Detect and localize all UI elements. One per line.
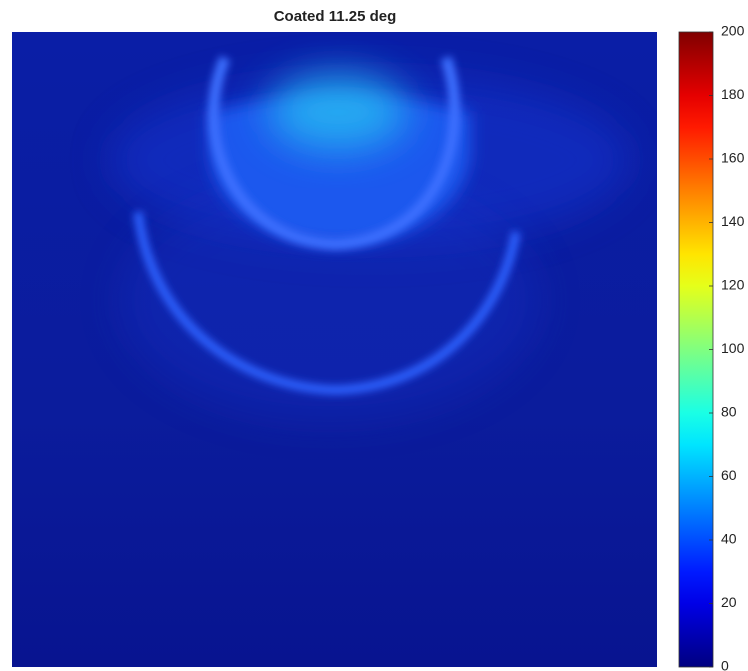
chart: Coated 11.25 deg 0 20 40 60 80 100 120 140 160 18… xyxy=(0,0,748,671)
colorbar-tick-label: 80 xyxy=(721,404,737,420)
colorbar-tick-label: 160 xyxy=(721,150,745,166)
colorbar: 0 20 40 60 80 100 120 140 160 180 200 xyxy=(679,23,745,671)
colorbar-tick-label: 140 xyxy=(721,213,745,229)
colorbar-tick-label: 20 xyxy=(721,594,737,610)
intensity-image xyxy=(12,32,657,667)
colorbar-tick-label: 0 xyxy=(721,658,729,671)
colorbar-tick-label: 40 xyxy=(721,531,737,547)
colorbar-tick-label: 200 xyxy=(721,23,745,39)
colorbar-scale xyxy=(679,32,713,667)
page: Coated 11.25 deg 0 20 40 60 80 100 120 140 160 18… xyxy=(0,0,748,671)
colorbar-tick-label: 120 xyxy=(721,277,745,293)
colorbar-tick-label: 60 xyxy=(721,467,737,483)
colorbar-tick-label: 180 xyxy=(721,86,745,102)
chart-title: Coated 11.25 deg xyxy=(274,8,397,25)
colorbar-tick-label: 100 xyxy=(721,340,745,356)
